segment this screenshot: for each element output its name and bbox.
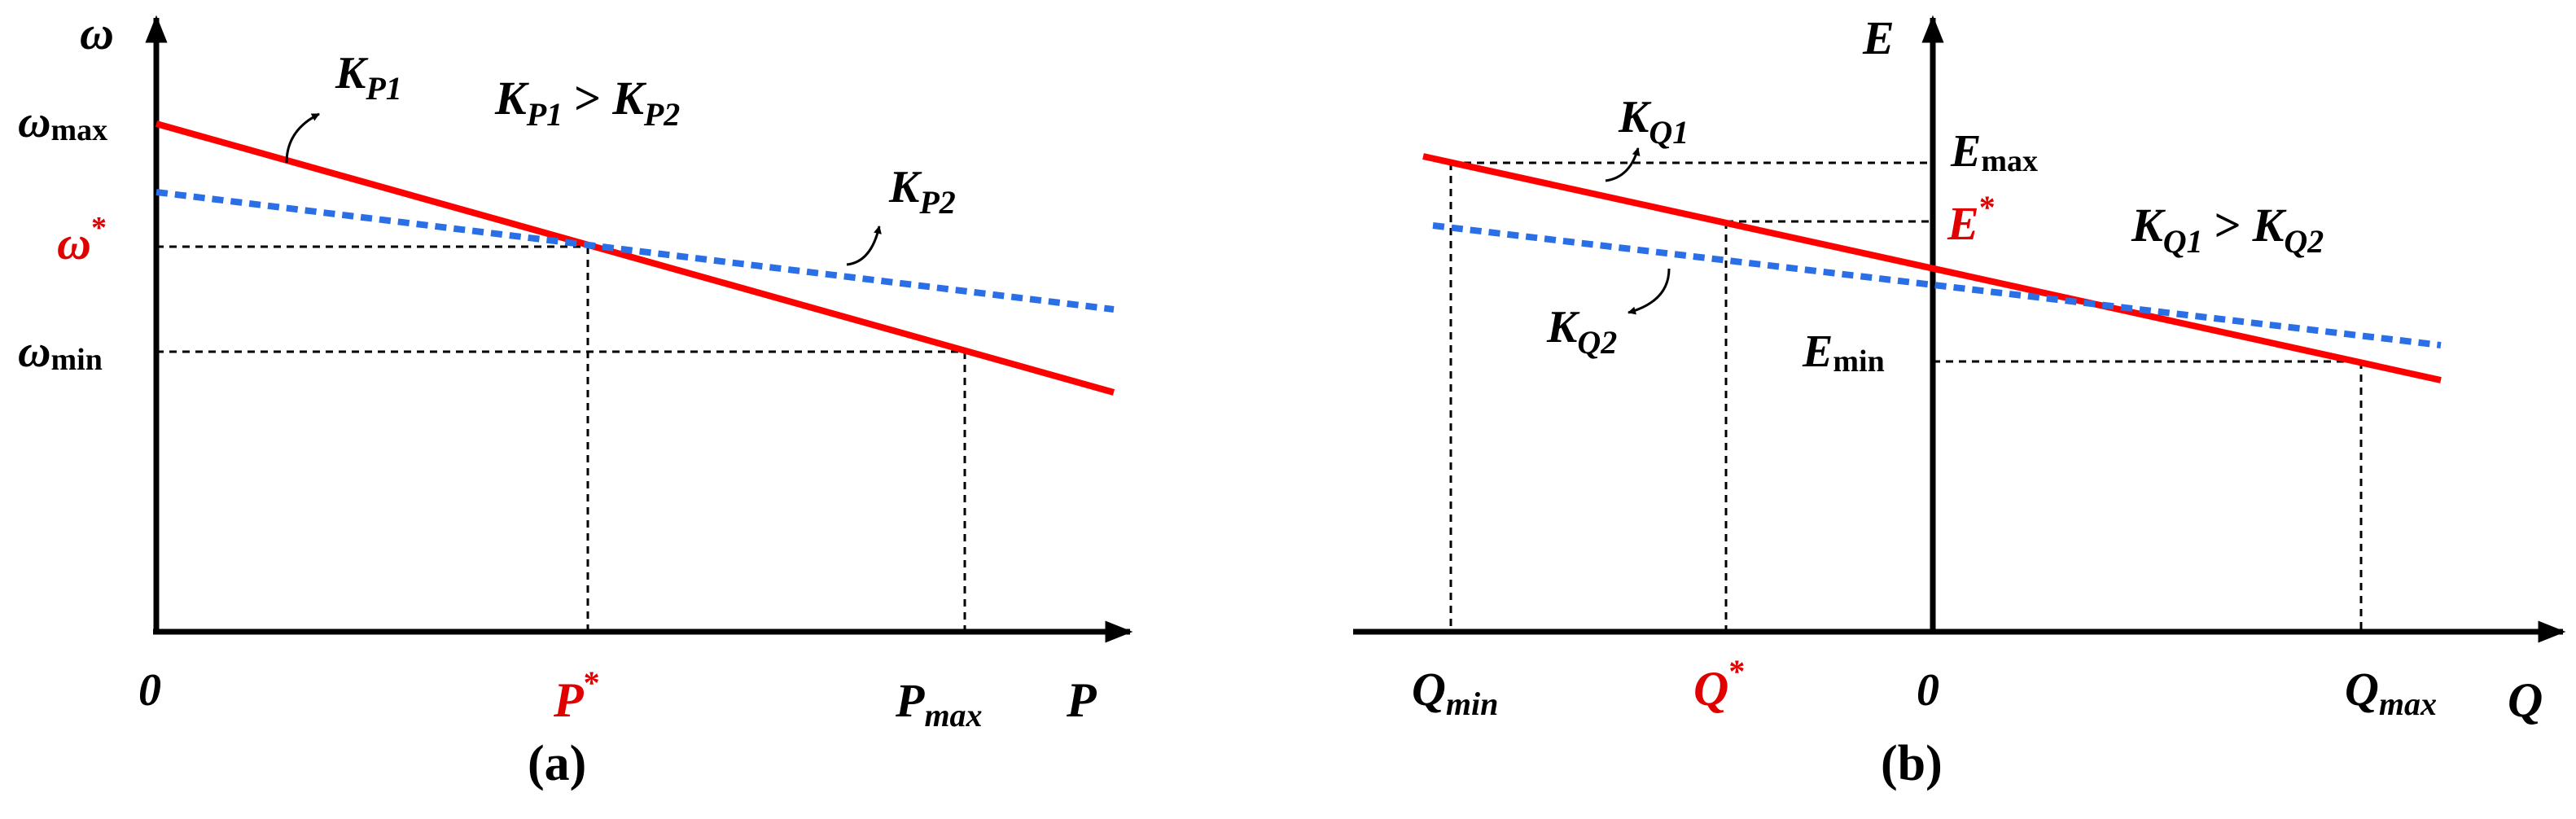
panel-b-kq1-pointer bbox=[1605, 147, 1641, 182]
panel-b-e-ref-label: E* bbox=[1947, 189, 1996, 250]
panel-a: ω P 0 ωmax ω* ωmin P* Pmax KP1 KP2 KP1 > K… bbox=[18, 7, 1133, 791]
panel-b-q-max-label: Qmax bbox=[2345, 663, 2437, 722]
panel-a-line-kp1 bbox=[155, 120, 1115, 396]
panel-a-kp2-pointer bbox=[846, 226, 882, 266]
panel-a-kp1-label: KP1 bbox=[335, 48, 402, 107]
panel-b-q-min-label: Qmin bbox=[1412, 663, 1498, 722]
panel-a-omega-min-label: ωmin bbox=[18, 326, 103, 377]
panel-b-guide-lines bbox=[1449, 161, 2363, 632]
panel-b-kq2-pointer bbox=[1628, 268, 1671, 315]
panel-b-line-kq2 bbox=[1432, 222, 2442, 348]
panel-a-omega-ref-label: ω* bbox=[57, 211, 107, 269]
panel-b-line-kq1 bbox=[1422, 153, 2442, 383]
panel-a-p-max-label: Pmax bbox=[895, 674, 983, 734]
panel-b-origin-label: 0 bbox=[1917, 665, 1939, 716]
panel-a-guide-lines bbox=[156, 245, 966, 632]
panel-b-kq1-label: KQ1 bbox=[1618, 92, 1689, 151]
panel-b-y-axis-label: E bbox=[1862, 11, 1895, 64]
panel-b-kq2-label: KQ2 bbox=[1546, 302, 1617, 361]
panel-a-origin-label: 0 bbox=[138, 665, 161, 716]
panel-b-e-min-label: Emin bbox=[1802, 326, 1885, 379]
panel-a-x-axis-label: P bbox=[1066, 673, 1097, 727]
panel-a-omega-max-label: ωmax bbox=[18, 97, 107, 147]
panel-a-p-ref-label: P* bbox=[553, 664, 600, 727]
panel-b: E Q 0 Emax E* Emin Qmin Q* Qmax KQ1 KQ2 bbox=[1353, 11, 2566, 791]
panel-a-kp2-label: KP2 bbox=[888, 162, 956, 221]
panel-b-relation-label: KQ1 > KQ2 bbox=[2131, 199, 2324, 260]
panel-b-e-max-label: Emax bbox=[1950, 126, 2038, 178]
panel-b-x-axis-label: Q bbox=[2508, 673, 2543, 727]
panel-b-caption: (b) bbox=[1881, 736, 1943, 791]
panel-a-relation-label: KP1 > KP2 bbox=[494, 72, 680, 133]
panel-a-caption: (a) bbox=[528, 736, 586, 791]
panel-a-y-axis-label: ω bbox=[80, 7, 114, 59]
panel-a-kp1-pointer bbox=[285, 112, 320, 164]
panel-a-line-kp2 bbox=[156, 189, 1115, 313]
panel-b-q-ref-label: Q* bbox=[1693, 653, 1745, 716]
